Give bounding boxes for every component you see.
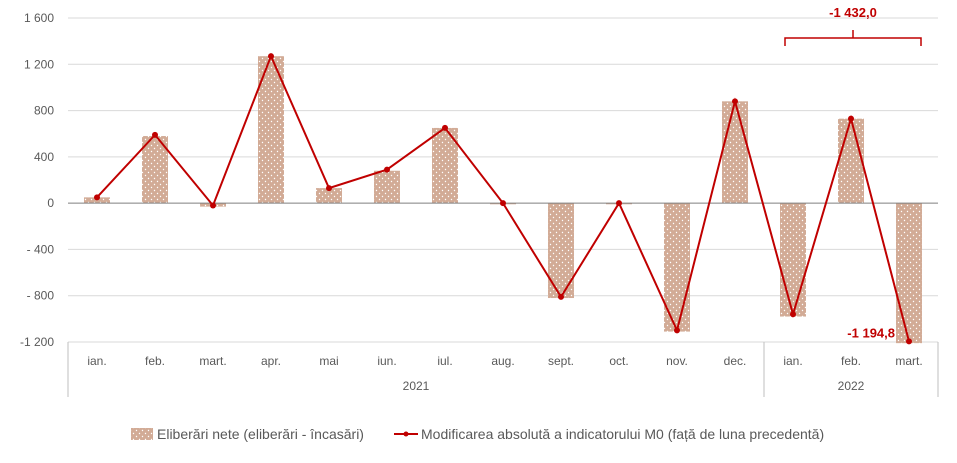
- line-marker: [906, 338, 912, 345]
- line-marker: [152, 131, 158, 138]
- legend-line-label: Modificarea absolută a indicatorului M0 …: [421, 426, 824, 442]
- x-tick-label: ian.: [87, 354, 106, 368]
- y-tick-label: - 800: [27, 289, 55, 303]
- x-tick-label: mart.: [895, 354, 922, 368]
- line-marker: [94, 194, 100, 201]
- x-tick-label: aug.: [491, 354, 514, 368]
- x-group-label: 2021: [403, 379, 430, 393]
- y-tick-label: 0: [47, 196, 54, 210]
- legend: Eliberări nete (eliberări - încasări) Mo…: [131, 426, 824, 442]
- brace-label: -1 432,0: [829, 5, 877, 20]
- x-tick-label: dec.: [724, 354, 747, 368]
- line-marker: [442, 124, 448, 131]
- x-tick-label: nov.: [666, 354, 688, 368]
- x-tick-label: feb.: [145, 354, 165, 368]
- gridlines: [68, 17, 938, 343]
- line-marker: [558, 293, 564, 300]
- y-tick-label: 1 200: [24, 57, 54, 71]
- line-marker: [268, 53, 274, 60]
- line-series: [94, 53, 912, 345]
- bar: [780, 203, 806, 317]
- x-tick-label: feb.: [841, 354, 861, 368]
- legend-line-marker: [403, 431, 409, 437]
- line-marker: [326, 185, 332, 192]
- brace-bracket: [784, 30, 922, 46]
- legend-bar-label: Eliberări nete (eliberări - încasări): [157, 426, 364, 442]
- bar: [142, 136, 168, 204]
- x-tick-label: iun.: [377, 354, 396, 368]
- line-marker: [848, 115, 854, 122]
- y-tick-label: 800: [34, 104, 54, 118]
- x-tick-label: mai: [319, 354, 338, 368]
- y-tick-label: - 400: [27, 242, 55, 256]
- y-tick-label: 400: [34, 150, 54, 164]
- y-tick-label: 1 600: [24, 11, 54, 25]
- bar: [374, 170, 400, 204]
- line-marker: [210, 202, 216, 209]
- x-group-label: 2022: [838, 379, 865, 393]
- line-marker: [790, 311, 796, 318]
- bar: [722, 101, 748, 204]
- line-marker: [384, 166, 390, 173]
- x-tick-label: ian.: [783, 354, 802, 368]
- x-tick-label: mart.: [199, 354, 226, 368]
- x-tick-label: apr.: [261, 354, 281, 368]
- line-marker: [732, 98, 738, 105]
- x-tick-label: oct.: [609, 354, 628, 368]
- line-marker: [616, 200, 622, 207]
- y-tick-label: -1 200: [20, 335, 54, 349]
- x-axis: ian. feb. mart. apr. mai iun. iul. aug. sept. oct…: [67, 202, 939, 397]
- bar: [896, 203, 922, 344]
- bar: [316, 188, 342, 204]
- annotations: -1 432,0 -1 194,8: [784, 5, 922, 340]
- bar: [838, 118, 864, 204]
- y-axis: -1 200 - 800 - 400 0 400 800 1 200 1 600: [20, 11, 54, 349]
- line-marker: [500, 200, 506, 207]
- line-marker: [674, 327, 680, 334]
- point-label: -1 194,8: [847, 325, 895, 340]
- x-tick-label: sept.: [548, 354, 574, 368]
- x-tick-label: iul.: [437, 354, 452, 368]
- legend-bar-swatch: [131, 428, 153, 440]
